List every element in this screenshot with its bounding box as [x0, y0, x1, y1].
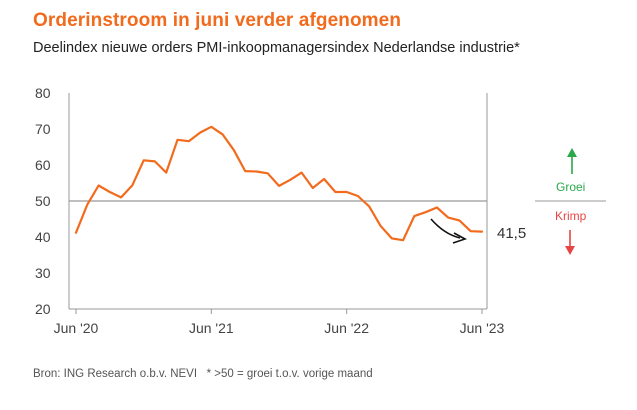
y-tick-label: 50: [35, 193, 51, 209]
growth-label: Groei: [556, 180, 585, 194]
x-tick-label: Jun '23: [460, 320, 505, 336]
y-tick-label: 30: [35, 265, 51, 281]
y-tick-label: 70: [35, 121, 51, 137]
end-value-label: 41,5: [497, 225, 526, 242]
x-axis-ticks: Jun '20 Jun '21 Jun '22 Jun '23: [54, 309, 505, 336]
y-tick-label: 80: [35, 85, 51, 101]
source-note: Bron: ING Research o.b.v. NEVI * >50 = g…: [33, 368, 373, 380]
trend-arrow: [430, 218, 461, 239]
x-tick-label: Jun '20: [54, 320, 99, 336]
series-line: [74, 125, 484, 242]
series-lines: [74, 125, 484, 242]
y-tick-label: 20: [35, 301, 51, 317]
shrink-label: Krimp: [555, 209, 587, 223]
growth-arrow-icon: [567, 148, 577, 157]
shrink-arrow-icon: [565, 246, 575, 255]
y-tick-label: 60: [35, 157, 51, 173]
x-tick-label: Jun '21: [189, 320, 234, 336]
trend-arrow-head: [452, 232, 467, 244]
y-axis-ticks: 80 70 60 50 40 30 20: [35, 85, 51, 317]
plot-frame: [68, 93, 488, 310]
chart-title: Orderinstroom in juni verder afgenomen: [33, 10, 402, 31]
chart-subtitle: Deelindex nieuwe orders PMI-inkoopmanage…: [33, 40, 520, 56]
y-tick-label: 40: [35, 229, 51, 245]
x-tick-label: Jun '22: [324, 320, 369, 336]
annotations: 41,5 Groei Krimp: [430, 148, 606, 255]
